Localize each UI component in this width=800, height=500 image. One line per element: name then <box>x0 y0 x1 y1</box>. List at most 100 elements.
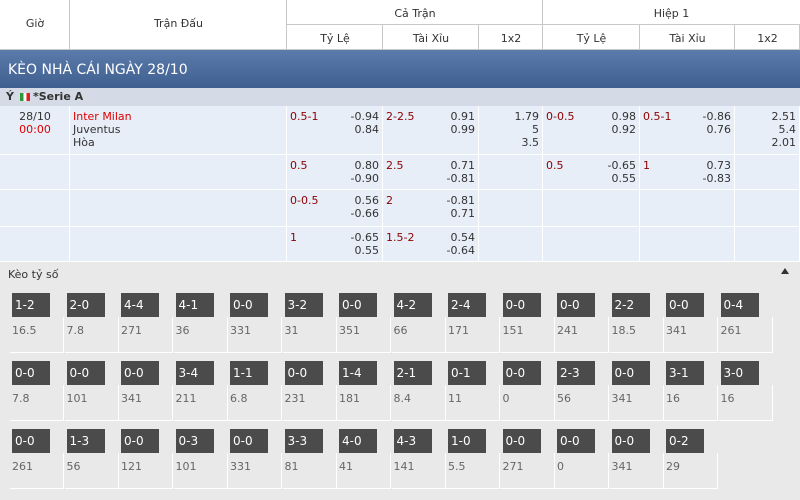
score-badge <box>393 293 432 317</box>
header-cell <box>640 25 735 50</box>
header-match: Trận Đấu <box>153 17 204 30</box>
odds-cell <box>543 106 640 155</box>
score-cell <box>391 317 446 353</box>
score-odds: 171 <box>448 324 469 337</box>
title-bar <box>0 50 800 88</box>
score-odds: 231 <box>284 392 306 405</box>
odds-value: -0.83 <box>702 172 731 185</box>
odds-cell <box>640 106 735 155</box>
odds-cell <box>383 106 479 155</box>
score: 0-2 <box>669 434 689 448</box>
score-odds: 181 <box>339 392 360 405</box>
score-cell <box>228 453 282 489</box>
score: 0-0 <box>124 434 144 448</box>
odds-cell <box>479 190 543 227</box>
odds-cell <box>640 155 735 190</box>
score-odds: 16 <box>666 392 680 405</box>
score-badge <box>230 361 268 385</box>
odds-value: 0.80 <box>354 159 380 172</box>
header-cell <box>287 25 383 50</box>
score-odds: 16.5 <box>12 324 37 337</box>
header-sub: 1x2 <box>757 32 778 45</box>
odds-1x2: 2.51 <box>771 110 797 123</box>
odds-value: -0.65 <box>350 231 379 244</box>
score-cell <box>228 385 282 421</box>
match-home: Inter Milan <box>73 110 132 123</box>
header-cell <box>479 25 543 50</box>
score-odds: 261 <box>12 460 33 473</box>
score: 0-0 <box>505 298 526 312</box>
score-cell <box>446 317 500 353</box>
score-cell <box>664 317 718 353</box>
score-cell <box>282 453 337 489</box>
collapse-toggle[interactable] <box>781 268 789 274</box>
score-badge <box>284 293 323 317</box>
score-odds: 0 <box>557 460 564 473</box>
score-badge <box>611 429 650 453</box>
score-odds: 341 <box>121 392 142 405</box>
score-badge <box>339 293 377 317</box>
score-cell <box>555 453 609 489</box>
score: 0-0 <box>560 298 580 312</box>
score-badge <box>230 293 268 317</box>
score-badge <box>339 429 377 453</box>
score-odds: 331 <box>230 324 251 337</box>
score: 0-0 <box>233 298 253 312</box>
score-badge <box>284 429 323 453</box>
handicap-line: 0.5 <box>290 159 308 172</box>
odds-cell <box>479 227 543 262</box>
header-full-time: Cả Trận <box>394 7 436 20</box>
score: 0-0 <box>287 366 308 380</box>
score-badge <box>66 361 105 385</box>
odds-value: -0.86 <box>702 110 731 123</box>
odds-cell <box>0 227 70 262</box>
score: 0-0 <box>505 366 526 380</box>
header-cell <box>0 0 70 50</box>
score-odds: 101 <box>66 392 88 405</box>
score: 0-0 <box>69 366 90 380</box>
score: 3-4 <box>178 366 199 380</box>
score-badge <box>557 361 595 385</box>
odds-cell <box>0 106 70 155</box>
score-badge <box>611 293 650 317</box>
score-odds: 41 <box>339 460 353 473</box>
header-sub: 1x2 <box>500 32 522 45</box>
odds-value: -0.65 <box>607 159 636 172</box>
score: 4-4 <box>124 298 144 312</box>
score-odds: 211 <box>175 392 197 405</box>
odds-cell <box>287 190 383 227</box>
section-title: Kèo tỷ số <box>8 268 59 281</box>
score-odds: 7.8 <box>66 324 85 337</box>
handicap-line: 0.5-1 <box>643 110 672 123</box>
league-name: *Serie A <box>33 90 84 103</box>
header-sub: Tài Xỉu <box>669 32 706 45</box>
header-time: Giờ <box>25 17 45 30</box>
odds-value: 0.54 <box>450 231 476 244</box>
odds-cell <box>383 227 479 262</box>
score-cell <box>282 317 337 353</box>
odds-value: 0.55 <box>611 172 637 185</box>
handicap-line: 2 <box>386 194 393 207</box>
score-badge <box>175 361 214 385</box>
score-odds: 271 <box>121 324 142 337</box>
odds-cell <box>735 227 800 262</box>
score: 0-0 <box>505 434 526 448</box>
score-badge <box>339 361 377 385</box>
score-badge <box>175 293 214 317</box>
odds-cell <box>383 190 479 227</box>
score-cell <box>664 453 718 489</box>
score-odds: 66 <box>393 324 408 337</box>
score: 1-2 <box>15 298 35 312</box>
score-odds: 36 <box>175 324 190 337</box>
score-odds: 16 <box>720 392 735 405</box>
header-cell <box>543 25 640 50</box>
odds-cell <box>640 190 735 227</box>
score-cell <box>555 317 609 353</box>
odds-1x2: 1.79 <box>514 110 540 123</box>
odds-value: -0.81 <box>446 172 475 185</box>
score-cell <box>609 317 664 353</box>
score: 2-4 <box>451 298 471 312</box>
score-odds: 341 <box>611 460 633 473</box>
score-odds: 81 <box>284 460 299 473</box>
score: 2-0 <box>69 298 90 312</box>
